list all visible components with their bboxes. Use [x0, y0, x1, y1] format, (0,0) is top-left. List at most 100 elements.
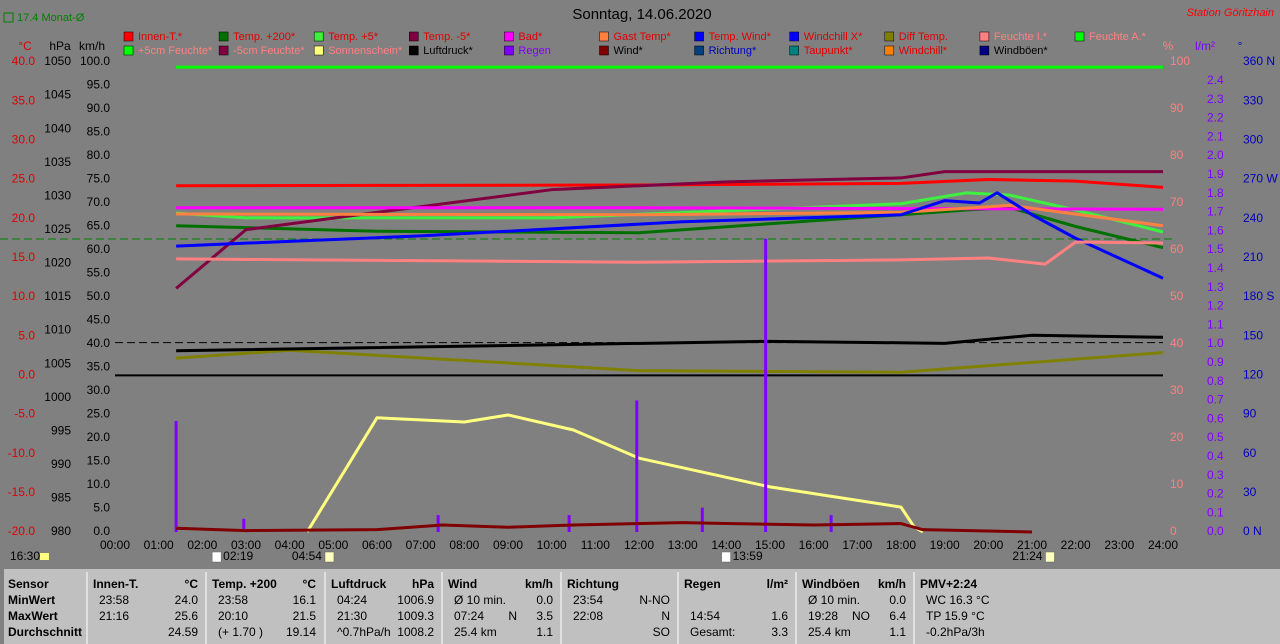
table-cell: N-NO: [639, 593, 670, 607]
table-cell: Wind: [448, 577, 477, 591]
y-tick-label: 0.4: [1207, 449, 1224, 463]
series-line: [175, 170, 1163, 290]
legend-swatch: [504, 45, 514, 56]
y-tick-label: 20.0: [12, 211, 36, 225]
y-tick-label: 90: [1243, 407, 1257, 421]
legend-label: Temp. +200*: [233, 31, 296, 43]
y-tick-label: 1040: [44, 121, 71, 135]
y-tick-label: 1015: [44, 289, 71, 303]
table-cell: TP 15.9 °C: [926, 609, 985, 623]
event-label: 02:19: [223, 549, 253, 563]
y-tick-label: 75.0: [87, 172, 111, 186]
y-tick-label: 2.0: [1207, 148, 1224, 162]
table-cell: 21:30: [337, 609, 367, 623]
table-cell: 04:24: [337, 593, 367, 607]
table-cell: Richtung: [567, 577, 619, 591]
table-cell: 21.5: [293, 609, 317, 623]
legend-label: Richtung*: [709, 45, 757, 57]
y-tick-label: 10.0: [87, 477, 111, 491]
legend-label: Temp. +5*: [328, 31, 379, 43]
legend-swatch: [789, 31, 799, 42]
legend-swatch: [694, 31, 704, 42]
y-tick-label: 35.0: [87, 360, 111, 374]
left-note: 16:30: [10, 549, 40, 563]
monthly-avg-label: 17.4 Monat-Ø: [17, 12, 85, 24]
table-cell: 19:28: [808, 609, 838, 623]
table-cell: Gesamt:: [690, 625, 735, 639]
y-tick-label: 0.2: [1207, 487, 1224, 501]
table-cell: 23:58: [218, 593, 248, 607]
table-cell: Regen: [684, 577, 721, 591]
x-tick-label: 11:00: [581, 538, 610, 552]
x-tick-label: 12:00: [624, 538, 654, 552]
y-tick-label: 2.1: [1207, 129, 1224, 143]
y-tick-label: 100.0: [80, 54, 110, 68]
legend-label: Windchill X*: [804, 31, 863, 43]
y-tick-label: 330: [1243, 93, 1263, 107]
table-cell: 07:24: [454, 609, 484, 623]
y-tick-label: 60: [1170, 242, 1184, 256]
legend-label: Innen-T.*: [138, 31, 183, 43]
legend-swatch: [1074, 31, 1085, 42]
y-tick-label: 980: [51, 524, 71, 538]
series-line: [176, 191, 1164, 280]
left-note-icon: [40, 553, 49, 560]
y-tick-label: -15.0: [8, 485, 36, 499]
y-tick-label: 1045: [44, 88, 71, 102]
legend-swatch: [599, 45, 609, 56]
legend-swatch: [884, 45, 895, 56]
legend-label: Windchill*: [899, 45, 948, 57]
event-icon: [1045, 551, 1055, 563]
y-tick-label: 15.0: [12, 250, 36, 264]
legend-swatch: [409, 45, 419, 56]
y-tick-label: 40.0: [12, 54, 36, 68]
legend-swatch: [123, 31, 134, 42]
axis-title: km/h: [79, 39, 105, 53]
x-tick-label: 22:00: [1061, 538, 1091, 552]
y-tick-label: 80.0: [87, 148, 111, 162]
y-tick-label: 30: [1243, 485, 1257, 499]
table-cell: 3.5: [536, 609, 553, 623]
series-line: [176, 206, 1164, 211]
y-tick-label: 85.0: [87, 125, 111, 139]
table-cell: N: [508, 609, 517, 623]
y-tick-label: 0.9: [1207, 355, 1224, 369]
y-tick-label: 0.7: [1207, 393, 1224, 407]
y-tick-label: 65.0: [87, 219, 111, 233]
y-tick-label: 120: [1243, 368, 1263, 382]
y-tick-label: 1025: [44, 222, 71, 236]
x-tick-label: 23:00: [1104, 538, 1134, 552]
table-bg: [4, 569, 1280, 644]
y-tick-label: 90.0: [87, 101, 111, 115]
legend-swatch: [218, 45, 229, 56]
y-tick-label: 0.6: [1207, 411, 1224, 425]
event-icon: [211, 551, 222, 563]
x-tick-label: 21:00: [1017, 538, 1047, 552]
table-cell: 25.4 km: [808, 625, 851, 639]
y-tick-label: 1.7: [1207, 205, 1224, 219]
y-tick-label: 60.0: [87, 242, 111, 256]
y-tick-label: 1035: [44, 155, 71, 169]
table-cell: N: [661, 609, 670, 623]
y-tick-label: 270 W: [1243, 172, 1278, 186]
table-cell: 0.0: [536, 593, 553, 607]
table-cell: km/h: [525, 577, 553, 591]
y-tick-label: 25.0: [12, 172, 36, 186]
table-cell: 25.4 km: [454, 625, 497, 639]
series-line: [176, 348, 1164, 374]
table-cell: 3.3: [771, 625, 788, 639]
y-tick-label: 0 N: [1243, 524, 1262, 538]
x-tick-label: 13:00: [668, 538, 698, 552]
y-tick-label: 5.0: [93, 501, 110, 515]
table-cell: 1009.3: [397, 609, 434, 623]
y-tick-label: 55.0: [87, 266, 111, 280]
series-line: [305, 413, 924, 534]
y-tick-label: 60: [1243, 446, 1257, 460]
table-cell: 1.1: [536, 625, 553, 639]
y-tick-label: 40.0: [87, 336, 111, 350]
y-tick-label: 360 N: [1243, 54, 1275, 68]
legend-label: Gast Temp*: [614, 31, 672, 43]
x-tick-label: 03:00: [231, 538, 261, 552]
rain-bar: [635, 400, 639, 532]
